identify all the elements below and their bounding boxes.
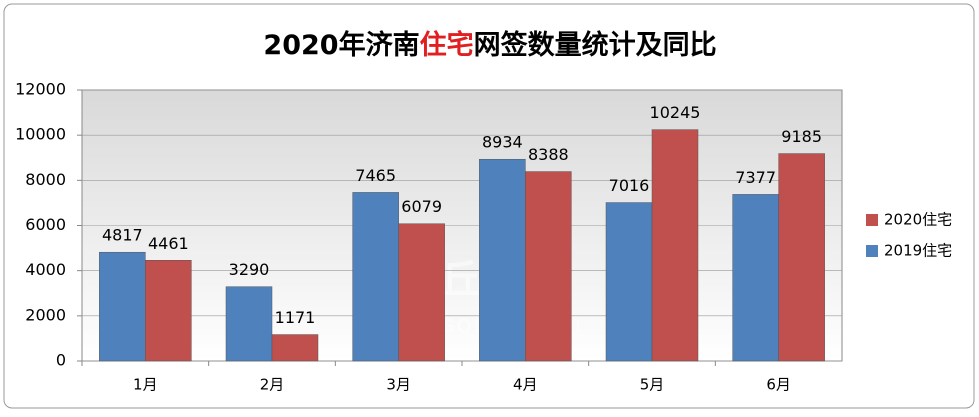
- data-label: 4817: [102, 226, 143, 245]
- bar: [145, 260, 192, 362]
- y-tick-label: 8000: [25, 170, 66, 189]
- data-label: 7465: [355, 166, 396, 185]
- bar: [605, 202, 653, 362]
- title-part: 网签数量统计及同比: [474, 29, 717, 61]
- legend-swatch: [866, 214, 878, 226]
- x-tick-label: 5月: [640, 376, 665, 394]
- data-label: 6079: [401, 197, 442, 216]
- data-label: 8388: [528, 145, 569, 164]
- x-tick-label: 2月: [260, 376, 285, 394]
- x-tick-label: 1月: [133, 376, 158, 394]
- bar: [778, 153, 825, 362]
- title-part: 2020年济南: [263, 29, 419, 61]
- x-tick-label: 6月: [766, 376, 791, 394]
- bar: [732, 194, 779, 362]
- data-label: 10245: [650, 103, 701, 122]
- y-tick-label: 12000: [15, 80, 66, 99]
- data-label: 9185: [781, 127, 822, 146]
- legend-label: 2019住宅: [884, 242, 952, 260]
- data-label: 7016: [609, 176, 650, 195]
- bar: [525, 171, 572, 362]
- bar: [271, 334, 319, 362]
- x-tick-label: 3月: [386, 376, 411, 394]
- data-label: 3290: [229, 260, 270, 279]
- legend-label: 2020住宅: [884, 211, 952, 229]
- y-tick-label: 6000: [25, 215, 66, 234]
- bar: [99, 251, 146, 362]
- data-label: 1171: [275, 308, 316, 327]
- data-label: 8934: [482, 133, 523, 152]
- bar: [352, 192, 399, 362]
- chart-title: 2020年济南住宅网签数量统计及同比: [263, 29, 716, 61]
- title-part: 住宅: [420, 29, 474, 61]
- y-tick-label: 0: [56, 351, 66, 370]
- bar: [225, 286, 273, 362]
- data-label: 4461: [148, 234, 189, 253]
- bar: [651, 129, 699, 362]
- data-label: 7377: [735, 168, 776, 187]
- y-tick-label: 4000: [25, 260, 66, 279]
- y-tick-label: 10000: [15, 125, 66, 144]
- bar: [398, 223, 445, 362]
- legend-swatch: [866, 245, 878, 257]
- bar: [479, 158, 526, 362]
- y-tick-label: 2000: [25, 305, 66, 324]
- x-tick-label: 4月: [513, 376, 538, 394]
